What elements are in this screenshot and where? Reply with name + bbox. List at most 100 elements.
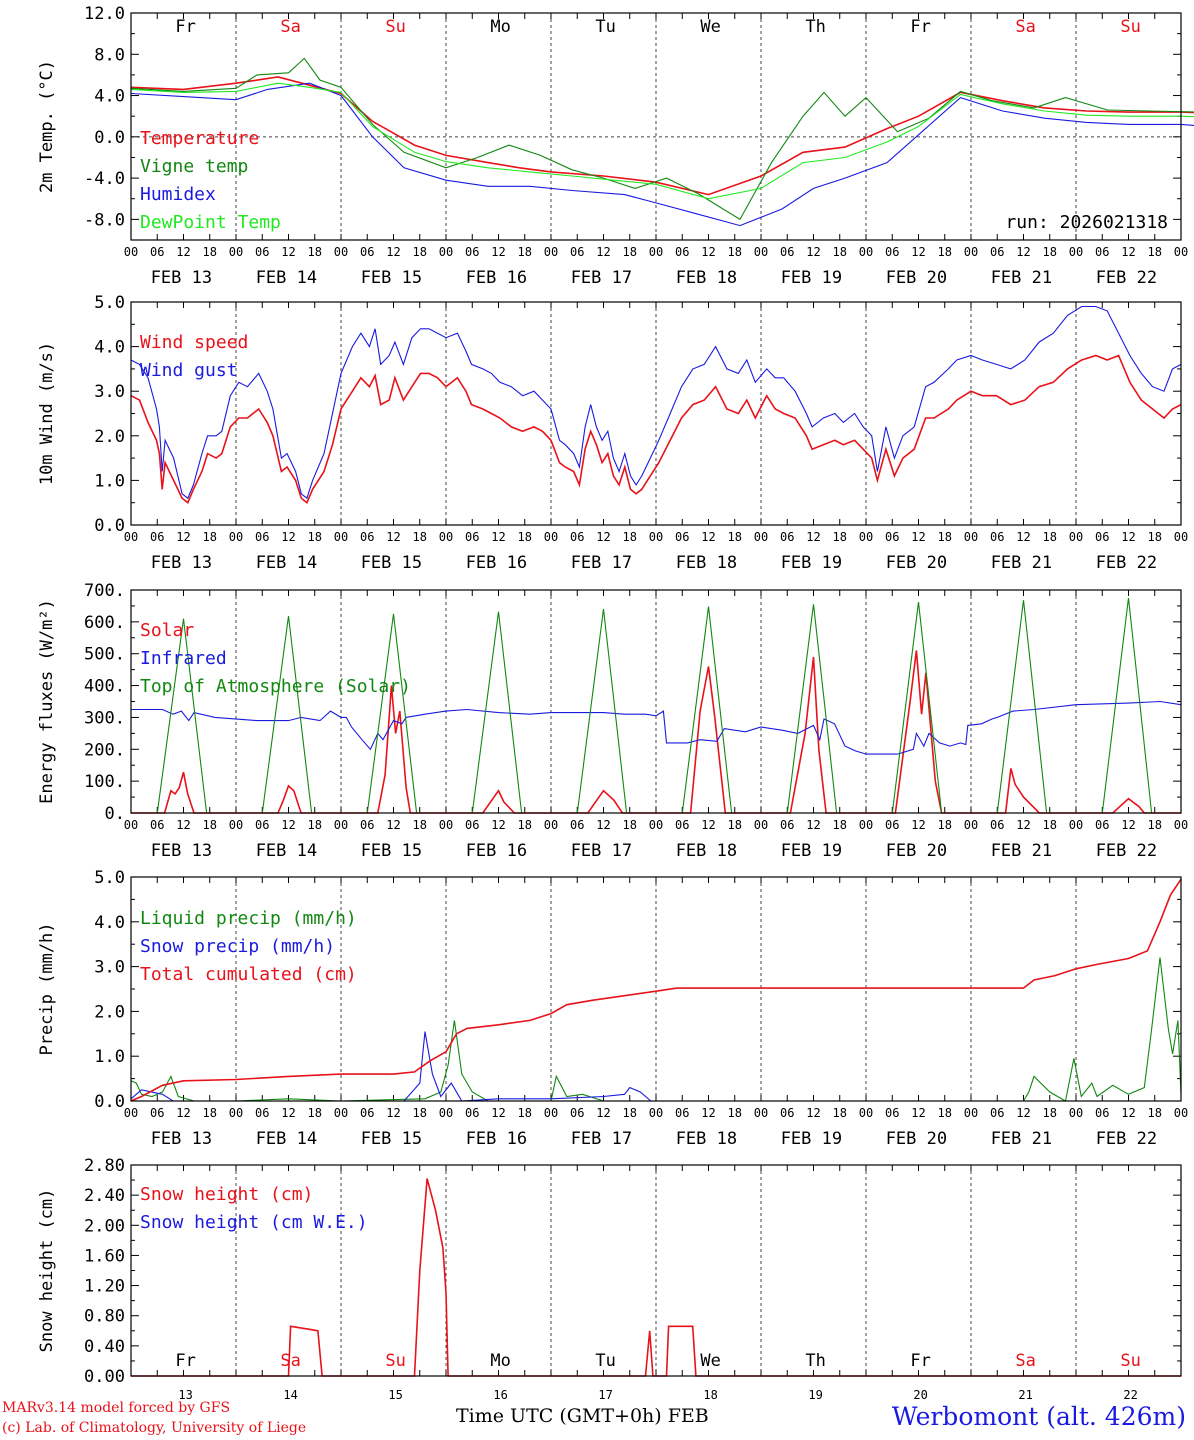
date-label: FEB 21 [991, 268, 1052, 288]
hour-label: 18 [623, 1106, 637, 1120]
hour-label: 18 [308, 1106, 322, 1120]
y-axis-label: 10m Wind (m/s) [37, 342, 57, 485]
hour-label: 12 [386, 1106, 400, 1120]
hour-label: 12 [701, 818, 715, 832]
hour-label: 00 [859, 530, 873, 544]
y-tick-label: 0.0 [94, 1092, 125, 1112]
hour-label: 12 [176, 1106, 190, 1120]
plot-frame [130, 301, 1182, 526]
hour-label: 18 [203, 1106, 217, 1120]
hour-label: 06 [885, 818, 899, 832]
day-name: Sa [280, 17, 300, 37]
hour-label: 00 [1069, 818, 1083, 832]
hour-label: 06 [1095, 1106, 1109, 1120]
hour-label: 00 [544, 818, 558, 832]
series-line-infrared [131, 700, 1182, 755]
hour-label: 18 [413, 530, 427, 544]
y-tick-label: 5.0 [94, 868, 125, 888]
hour-label: 12 [386, 530, 400, 544]
series-line-wind-speed [130, 354, 1182, 504]
hour-label: 06 [675, 530, 689, 544]
hour-label: 18 [518, 818, 532, 832]
hour-label: 12 [176, 818, 190, 832]
y-tick-label: 400. [84, 677, 125, 697]
day-name: Tu [595, 17, 615, 37]
date-label: FEB 17 [571, 841, 632, 861]
date-label: FEB 20 [886, 1129, 947, 1149]
hour-label: 18 [203, 530, 217, 544]
hour-label: 00 [964, 245, 978, 259]
hour-label: 00 [1174, 530, 1188, 544]
hour-label: 06 [990, 245, 1004, 259]
legend-entry: Temperature [140, 128, 259, 149]
hour-label: 12 [1016, 1106, 1030, 1120]
hour-label: 18 [728, 530, 742, 544]
day-name: Tu [595, 1351, 615, 1371]
date-label: FEB 18 [676, 1129, 737, 1149]
date-label: FEB 14 [256, 841, 317, 861]
hour-label: 12 [386, 245, 400, 259]
hour-label: 12 [1121, 818, 1135, 832]
legend-entry: Infrared [140, 648, 227, 669]
hour-label: 06 [780, 530, 794, 544]
hour-label: 06 [360, 530, 374, 544]
y-tick-label: 2.40 [84, 1186, 125, 1206]
hour-label: 12 [491, 818, 505, 832]
hour-label: 18 [833, 530, 847, 544]
hour-label: 12 [1016, 818, 1030, 832]
hour-label: 00 [1069, 530, 1083, 544]
legend-entry: Wind speed [140, 332, 248, 353]
hour-label: 00 [439, 818, 453, 832]
day-name: Fr [175, 1351, 195, 1371]
day-name: Sa [1015, 17, 1035, 37]
day-name: Mo [490, 1351, 510, 1371]
day-name: Sa [280, 1351, 300, 1371]
y-tick-label: -8.0 [84, 210, 125, 230]
hour-label: 18 [728, 1106, 742, 1120]
hour-label: 06 [780, 818, 794, 832]
day-name: Su [385, 1351, 405, 1371]
hour-label: 06 [360, 245, 374, 259]
legend-entry: Snow precip (mm/h) [140, 936, 335, 957]
hour-label: 12 [386, 818, 400, 832]
hour-label: 06 [465, 818, 479, 832]
hour-label: 18 [308, 818, 322, 832]
hour-label: 06 [780, 245, 794, 259]
y-axis-label: Snow height (cm) [37, 1189, 57, 1353]
date-label: FEB 16 [466, 268, 527, 288]
hour-label: 12 [701, 530, 715, 544]
y-tick-label: 3.0 [94, 958, 125, 978]
date-label: FEB 22 [1096, 841, 1157, 861]
hour-label: 12 [176, 530, 190, 544]
day-number: 15 [388, 1388, 402, 1402]
series-line-temperature [130, 76, 1194, 196]
hour-label: 18 [518, 530, 532, 544]
date-label: FEB 16 [466, 841, 527, 861]
day-number: 18 [703, 1388, 717, 1402]
hour-label: 00 [1174, 818, 1188, 832]
hour-label: 00 [439, 1106, 453, 1120]
hour-label: 18 [203, 245, 217, 259]
hour-label: 12 [491, 1106, 505, 1120]
date-label: FEB 15 [361, 1129, 422, 1149]
hour-label: 06 [255, 530, 269, 544]
date-label: FEB 13 [151, 1129, 212, 1149]
y-tick-label: 2.00 [84, 1216, 125, 1236]
hour-label: 00 [229, 818, 243, 832]
hour-label: 00 [649, 245, 663, 259]
y-tick-label: 5.0 [94, 293, 125, 313]
hour-label: 06 [255, 818, 269, 832]
day-number: 20 [913, 1388, 927, 1402]
hour-label: 00 [1069, 1106, 1083, 1120]
date-label: FEB 20 [886, 268, 947, 288]
legend-entry: DewPoint Temp [140, 212, 281, 233]
legend-entry: Vigne temp [140, 156, 248, 177]
legend-entry: Snow height (cm W.E.) [140, 1212, 368, 1233]
hour-label: 18 [518, 1106, 532, 1120]
hour-label: 00 [964, 818, 978, 832]
legend-entry: Liquid precip (mm/h) [140, 908, 357, 929]
hour-label: 18 [203, 818, 217, 832]
hour-label: 00 [859, 245, 873, 259]
hour-label: 18 [308, 245, 322, 259]
y-tick-label: 0. [105, 804, 125, 824]
